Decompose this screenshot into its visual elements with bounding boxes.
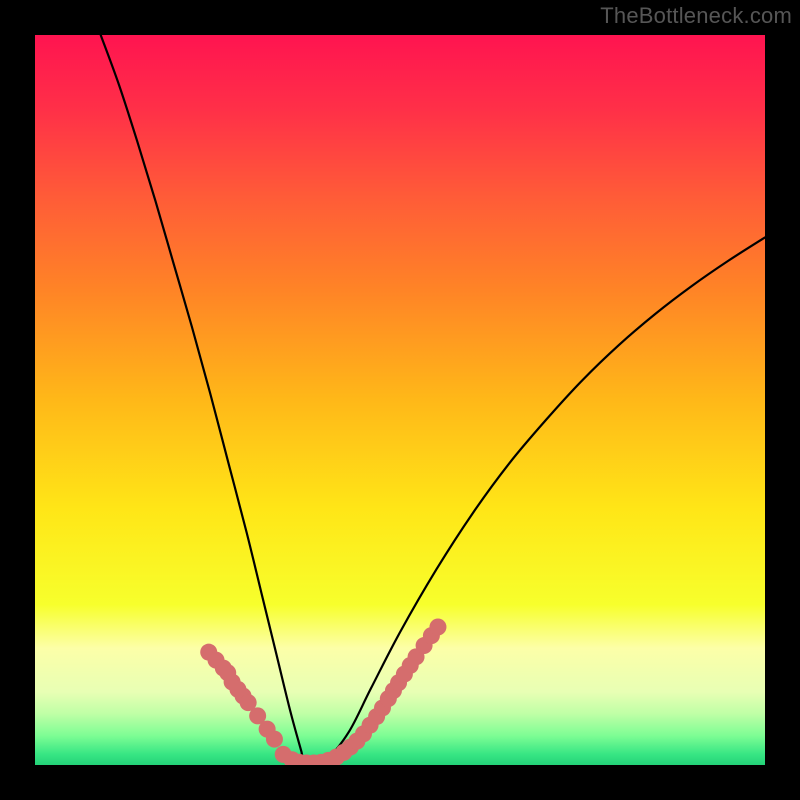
- plot-area: [35, 35, 765, 765]
- marker-right: [429, 618, 446, 635]
- chart-container: TheBottleneck.com: [0, 0, 800, 800]
- bottleneck-chart: [0, 0, 800, 800]
- marker-left: [266, 731, 283, 748]
